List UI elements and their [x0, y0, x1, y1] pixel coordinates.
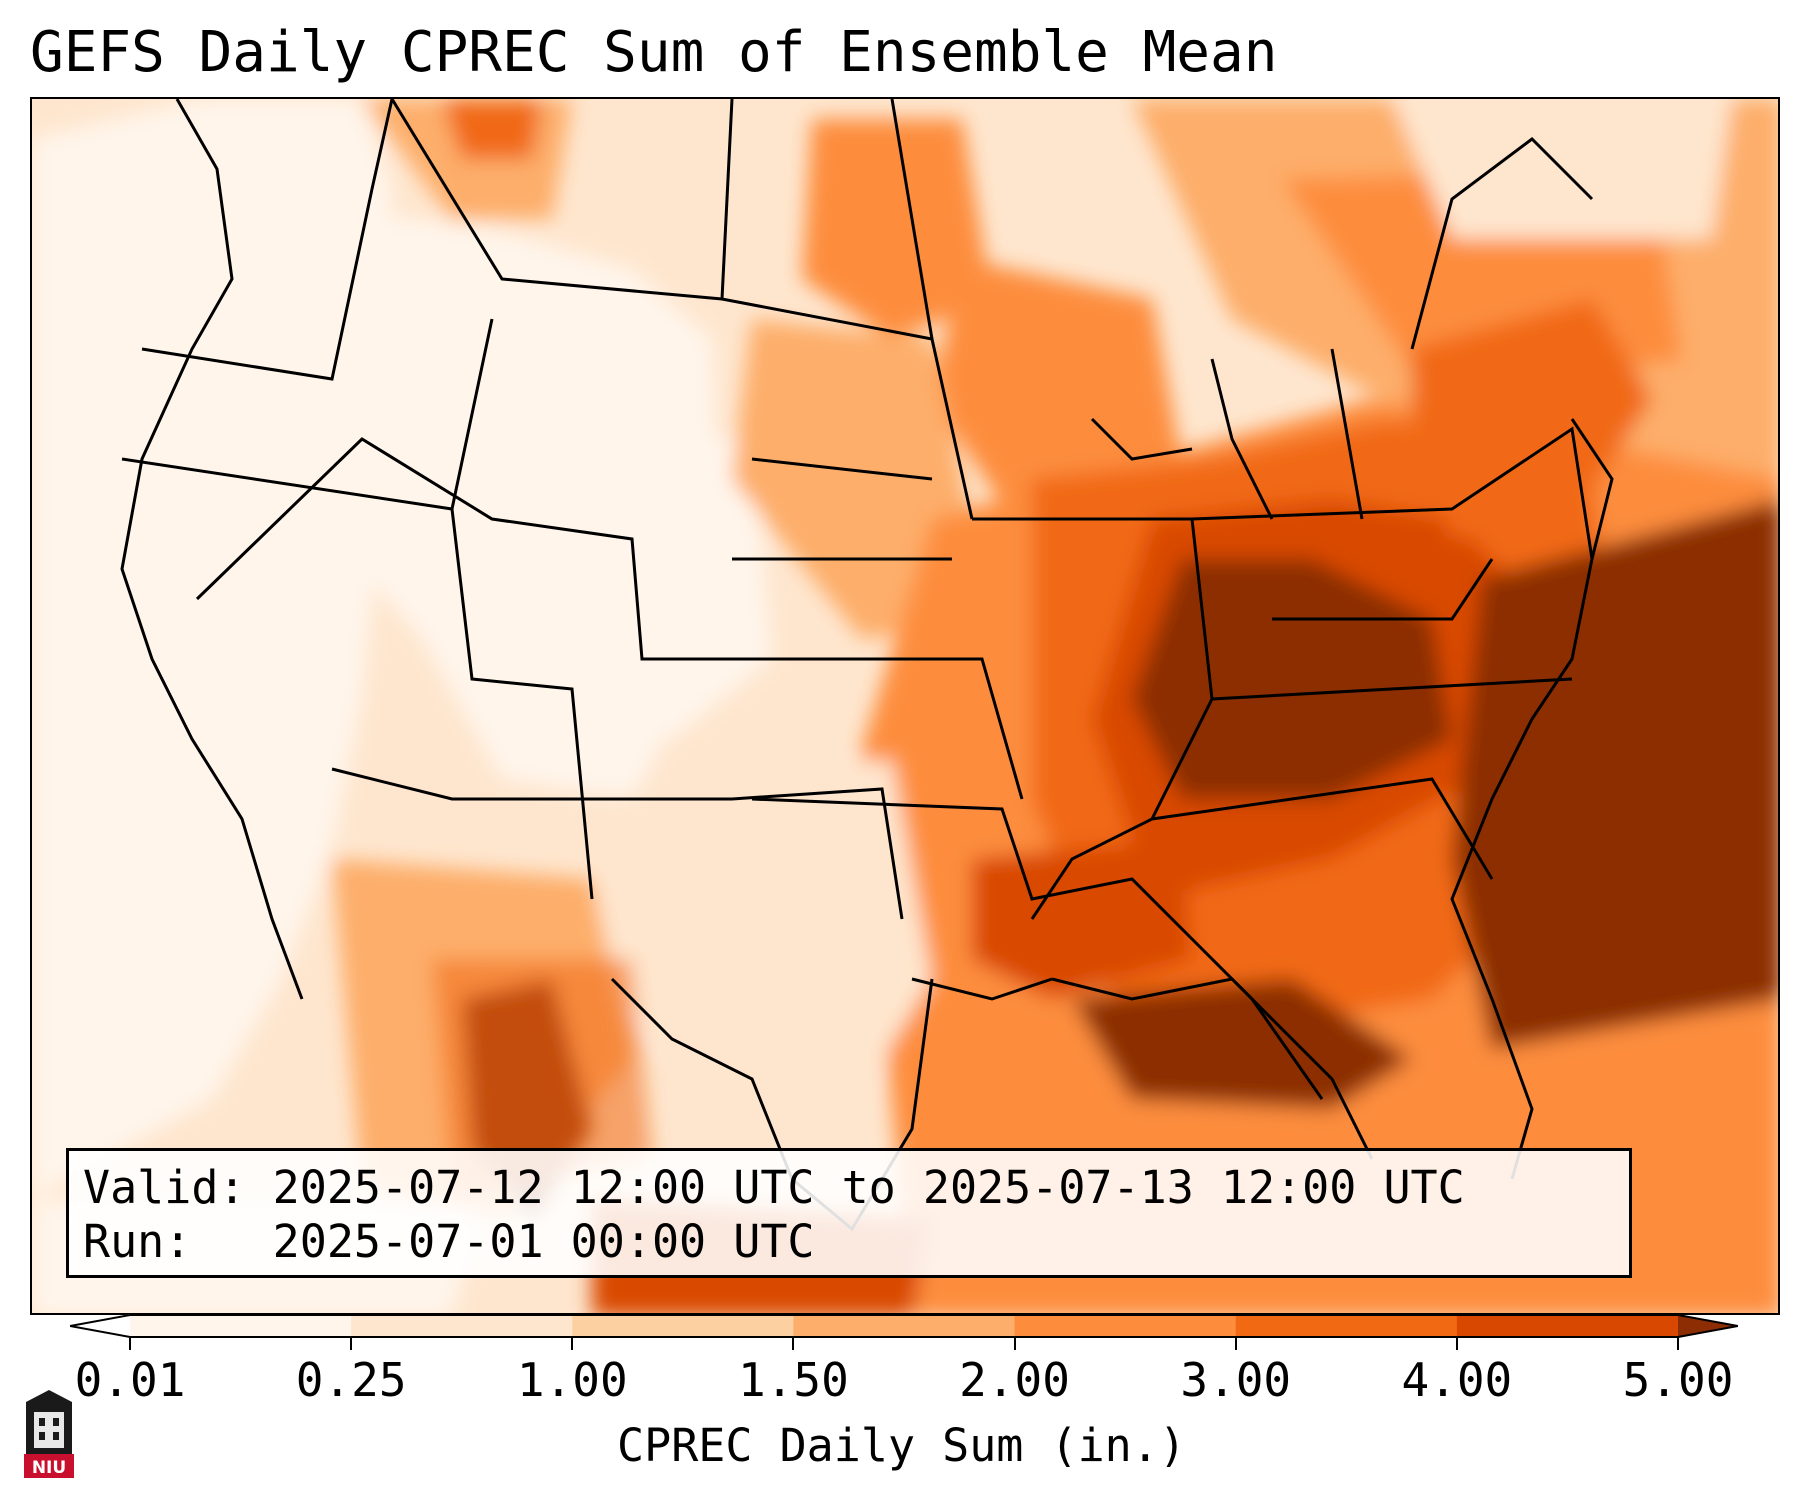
precip-map — [30, 97, 1780, 1315]
valid-row: Valid: 2025-07-12 12:00 UTC to 2025-07-1… — [83, 1161, 1615, 1215]
colorbar-extend-low — [70, 1314, 130, 1338]
colorbar-tick-label: 4.00 — [1401, 1353, 1513, 1407]
colorbar — [70, 1314, 1738, 1338]
colorbar-tick-label: 2.00 — [959, 1353, 1070, 1407]
valid-run-infobox: Valid: 2025-07-12 12:00 UTC to 2025-07-1… — [66, 1148, 1632, 1278]
colorbar-tick-mark — [571, 1338, 574, 1350]
colorbar-tick-label: 0.01 — [74, 1353, 186, 1407]
colorbar-tick-mark — [129, 1338, 131, 1350]
state-boundaries — [120, 99, 1614, 1232]
colorbar-tick-label: 5.00 — [1622, 1353, 1734, 1407]
university-tower-logo: NIU — [24, 1390, 74, 1478]
valid-label: Valid: — [83, 1161, 246, 1214]
colorbar-segment — [572, 1314, 794, 1338]
colorbar-segment — [1014, 1314, 1237, 1338]
colorbar-tick-label: 3.00 — [1180, 1353, 1292, 1407]
run-row: Run: 2025-07-01 00:00 UTC — [83, 1215, 1615, 1269]
map-title: GEFS Daily CPREC Sum of Ensemble Mean — [30, 20, 1278, 85]
colorbar-segment — [1456, 1314, 1679, 1338]
colorbar-tick-label: 1.00 — [516, 1353, 628, 1407]
colorbar-tick-mark — [350, 1338, 353, 1350]
colorbar-tick-mark — [1677, 1338, 1679, 1350]
colorbar-segment — [1235, 1314, 1458, 1338]
colorbar-tick-label: 1.50 — [738, 1353, 849, 1407]
logo-text: NIU — [32, 1458, 66, 1478]
colorbar-tick-mark — [1234, 1338, 1237, 1350]
valid-value: 2025-07-12 12:00 UTC to 2025-07-13 12:00… — [272, 1161, 1465, 1214]
colorbar-label: CPREC Daily Sum (in.) — [617, 1419, 1186, 1472]
run-value: 2025-07-01 00:00 UTC — [272, 1215, 815, 1268]
colorbar-tick-label: 0.25 — [295, 1353, 407, 1407]
colorbar-tick-mark — [792, 1338, 795, 1350]
colorbar-segment — [351, 1314, 573, 1338]
colorbar-tick-mark — [1455, 1338, 1458, 1350]
colorbar-segment — [130, 1314, 352, 1338]
colorbar-extend-high — [1678, 1314, 1738, 1338]
colorbar-segment — [793, 1314, 1016, 1338]
colorbar-tick-mark — [1013, 1338, 1016, 1350]
precip-field — [32, 99, 1778, 1313]
run-label: Run: — [83, 1215, 192, 1268]
